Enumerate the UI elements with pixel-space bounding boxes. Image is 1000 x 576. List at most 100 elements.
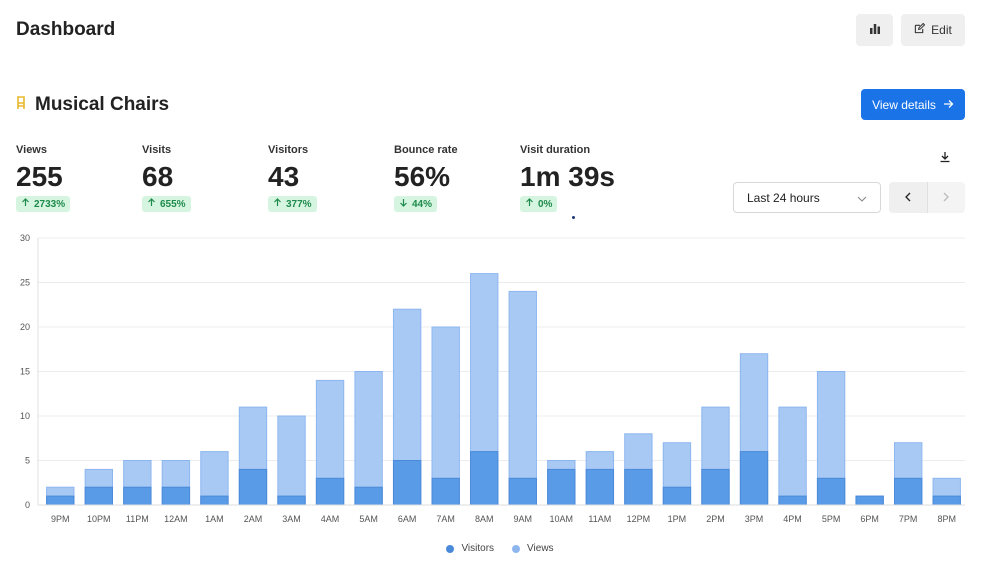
bar-visitors[interactable]: [508, 477, 537, 506]
metric-value: 68: [142, 161, 174, 192]
next-period-button[interactable]: [926, 182, 965, 213]
arrow-down-icon: [399, 198, 408, 210]
change-value: 377%: [286, 198, 312, 210]
legend-item-views[interactable]: Views: [512, 543, 554, 554]
change-value: 0%: [538, 198, 553, 210]
bar-visitors[interactable]: [662, 486, 692, 506]
bar-visitors[interactable]: [585, 468, 615, 506]
bar-visitors[interactable]: [701, 468, 730, 506]
metric-label: Visitors: [268, 144, 309, 156]
x-tick-label: 12AM: [164, 514, 188, 524]
x-tick-label: 4AM: [321, 514, 340, 524]
change-badge: 377%: [268, 196, 317, 212]
change-value: 44%: [412, 198, 433, 210]
bar-visitors[interactable]: [200, 495, 229, 506]
change-badge: 2733%: [16, 196, 71, 212]
bar-views[interactable]: [778, 406, 807, 506]
metric-label: Visits: [142, 144, 172, 156]
x-tick-label: 12PM: [627, 514, 651, 524]
metric-visits[interactable]: Visits 68 655%: [142, 144, 191, 212]
x-tick-label: 3PM: [745, 514, 764, 524]
metric-bounce-rate[interactable]: Bounce rate 56% 44%: [394, 144, 458, 212]
x-tick-label: 9AM: [514, 514, 533, 524]
metric-value: 43: [268, 161, 300, 192]
date-navigation: [889, 182, 965, 213]
bar-visitors[interactable]: [315, 477, 345, 506]
metric-views[interactable]: Views 255 2733%: [16, 144, 71, 212]
edit-button[interactable]: Edit: [901, 14, 965, 46]
x-tick-label: 11PM: [126, 514, 149, 524]
bar-visitors[interactable]: [238, 468, 268, 506]
legend-swatch-views: [512, 544, 521, 553]
x-tick-label: 1PM: [668, 514, 687, 524]
x-tick-label: 2PM: [706, 514, 725, 524]
metric-value: 1m 39s: [520, 161, 615, 192]
change-value: 655%: [160, 198, 186, 210]
x-tick-label: 6PM: [860, 514, 879, 524]
bar-visitors[interactable]: [84, 486, 113, 506]
arrow-right-icon: [943, 98, 954, 112]
legend-item-visitors[interactable]: Visitors: [446, 543, 494, 554]
x-tick-label: 11AM: [588, 514, 611, 524]
bar-visitors[interactable]: [123, 486, 152, 506]
arrow-up-icon: [21, 198, 30, 210]
bar-views[interactable]: [354, 371, 383, 506]
y-tick-label: 25: [20, 278, 30, 288]
bar-visitors[interactable]: [932, 495, 961, 506]
change-badge: 44%: [394, 196, 438, 212]
bar-visitors[interactable]: [470, 451, 499, 506]
bar-visitors[interactable]: [354, 486, 383, 506]
previous-period-button[interactable]: [889, 182, 927, 213]
date-range-select[interactable]: Last 24 hours: [733, 182, 881, 213]
bar-visitors[interactable]: [816, 477, 846, 506]
bar-visitors[interactable]: [894, 477, 923, 506]
bar-views[interactable]: [508, 290, 537, 506]
bar-visitors[interactable]: [161, 486, 191, 506]
legend-label: Views: [527, 543, 554, 554]
bar-visitors[interactable]: [547, 468, 576, 506]
download-button[interactable]: [936, 150, 954, 168]
metric-visit-duration[interactable]: Visit duration 1m 39s 0%: [520, 144, 615, 212]
bar-visitors[interactable]: [46, 495, 75, 506]
chart-view-button[interactable]: [856, 14, 893, 46]
bar-visitors[interactable]: [855, 495, 884, 506]
y-tick-label: 15: [20, 367, 30, 377]
metric-label: Bounce rate: [394, 144, 458, 156]
view-details-label: View details: [872, 97, 936, 112]
view-details-button[interactable]: View details: [861, 89, 965, 120]
x-tick-label: 1AM: [205, 514, 224, 524]
x-tick-label: 3AM: [282, 514, 301, 524]
chevron-left-icon: [904, 190, 911, 205]
page-title: Dashboard: [16, 19, 116, 40]
y-tick-label: 20: [20, 322, 30, 332]
bar-visitors[interactable]: [392, 460, 422, 506]
change-badge: 0%: [520, 196, 558, 212]
arrow-up-icon: [525, 198, 534, 210]
bar-visitors[interactable]: [739, 451, 769, 506]
legend-label: Visitors: [461, 543, 495, 554]
metric-label: Visit duration: [520, 144, 591, 156]
metric-value: 255: [16, 161, 63, 192]
x-tick-label: 4PM: [783, 514, 802, 524]
bar-chart-icon: [869, 23, 881, 38]
y-tick-label: 0: [25, 500, 30, 510]
bar-visitors[interactable]: [431, 477, 460, 506]
arrow-up-icon: [147, 198, 156, 210]
bar-visitors[interactable]: [277, 495, 306, 506]
arrow-up-icon: [273, 198, 282, 210]
bar-visitors[interactable]: [778, 495, 807, 506]
loading-dot: [572, 216, 575, 219]
y-tick-label: 10: [20, 411, 30, 421]
metric-visitors[interactable]: Visitors 43 377%: [268, 144, 317, 212]
bar-views[interactable]: [431, 326, 460, 506]
edit-icon: [914, 22, 926, 37]
x-tick-label: 10AM: [550, 514, 574, 524]
bar-visitors[interactable]: [624, 468, 653, 506]
x-tick-label: 8PM: [937, 514, 956, 524]
y-tick-label: 30: [20, 233, 30, 243]
x-tick-label: 8AM: [475, 514, 494, 524]
chevron-right-icon: [943, 190, 950, 205]
chair-icon: [16, 95, 26, 115]
chevron-down-icon: [857, 191, 867, 205]
bar-views[interactable]: [277, 415, 306, 506]
